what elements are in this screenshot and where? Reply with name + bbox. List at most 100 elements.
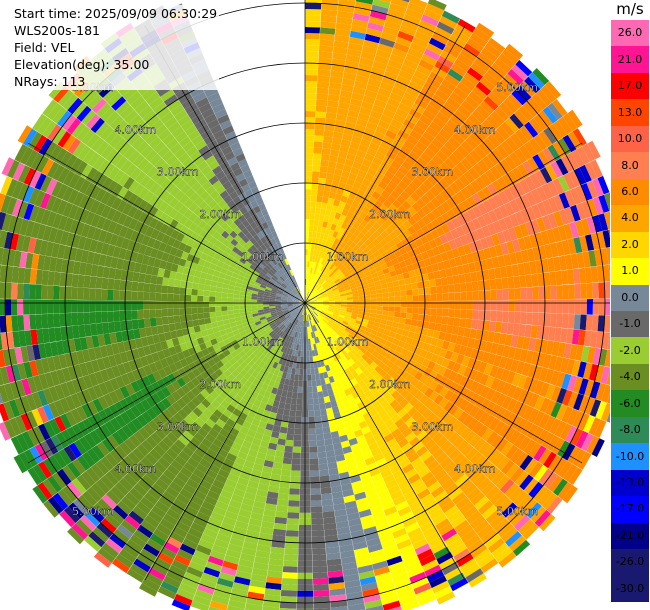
range-gate [209,307,215,312]
range-gate [371,306,377,310]
range-gate [77,300,83,312]
range-gate [545,300,551,313]
range-gate [294,374,299,380]
range-gate [293,441,301,447]
range-gate [17,299,23,315]
range-gate [467,301,473,310]
range-gate [221,302,227,307]
range-gate [174,279,181,287]
range-gate [532,287,539,300]
range-gate [305,15,321,21]
range-gate [131,301,137,311]
range-gate [287,428,295,435]
range-gate [29,315,36,330]
range-gate [0,299,5,316]
range-gate [107,301,113,312]
range-gate [544,286,551,300]
range-gate [221,293,227,298]
range-gate [292,459,301,465]
range-gate [311,512,323,519]
range-gate [411,283,418,290]
range-gate [284,446,293,453]
range-gate [313,572,328,579]
range-gate [47,300,53,314]
range-gate [78,275,85,288]
range-gate [150,318,157,327]
range-gate [556,285,563,299]
range-gate [313,226,318,233]
range-gate [306,345,309,351]
range-gate [162,277,169,286]
range-gate [550,286,557,300]
range-gate [312,171,320,178]
range-gate [311,374,316,380]
range-gate [447,276,454,285]
range-gate [257,300,263,303]
range-gate [307,357,310,363]
range-gate [149,309,156,318]
range-gate [95,289,102,301]
range-gate [320,409,327,416]
range-gate [305,231,309,237]
range-gate [17,315,24,331]
range-gate [401,307,407,313]
range-gate [305,99,316,105]
range-gate [388,292,395,297]
range-gate [305,105,316,111]
range-gate [538,286,545,299]
range-gate [215,297,221,302]
range-gate [305,141,314,147]
range-gate [173,287,180,295]
range-gate [179,294,185,301]
range-gate [179,287,186,294]
range-gate [313,392,319,399]
range-gate [296,405,302,411]
range-gate [389,302,395,307]
range-gate [305,147,314,153]
range-gate [443,301,449,309]
range-gate [305,93,316,99]
range-gate [574,314,581,329]
range-gate [484,311,491,321]
range-gate [520,312,527,324]
range-gate [108,279,115,290]
range-gate [454,284,461,293]
range-gate [413,295,419,301]
range-gate [5,283,12,299]
range-gate [227,298,233,302]
range-gate [580,315,587,331]
range-gate [394,291,401,297]
range-gate [119,301,125,311]
range-gate [460,283,467,292]
range-gate [41,314,48,329]
range-gate [298,381,303,387]
range-gate [485,300,491,310]
range-gate [557,299,563,313]
range-gate [53,286,60,300]
range-gate [305,87,317,93]
range-gate [321,202,328,209]
range-gate [143,283,150,292]
range-gate [383,302,389,307]
range-gate [377,306,383,311]
range-gate [467,291,473,300]
range-gate [311,195,317,201]
range-gate [297,393,302,399]
range-gate [454,309,461,318]
range-gate [323,191,330,198]
range-gate [299,375,303,381]
range-gate [102,278,109,289]
range-gate [365,306,371,310]
range-gate [209,302,215,307]
range-gate [310,362,314,368]
range-gate [513,276,520,288]
range-gate [419,301,425,308]
range-gate [23,299,29,314]
range-gate [453,318,460,327]
range-gate [71,300,77,313]
range-gate [310,459,319,465]
range-gate [305,9,321,15]
range-gate [305,33,320,39]
range-gate [125,301,131,311]
range-gate [321,154,330,161]
